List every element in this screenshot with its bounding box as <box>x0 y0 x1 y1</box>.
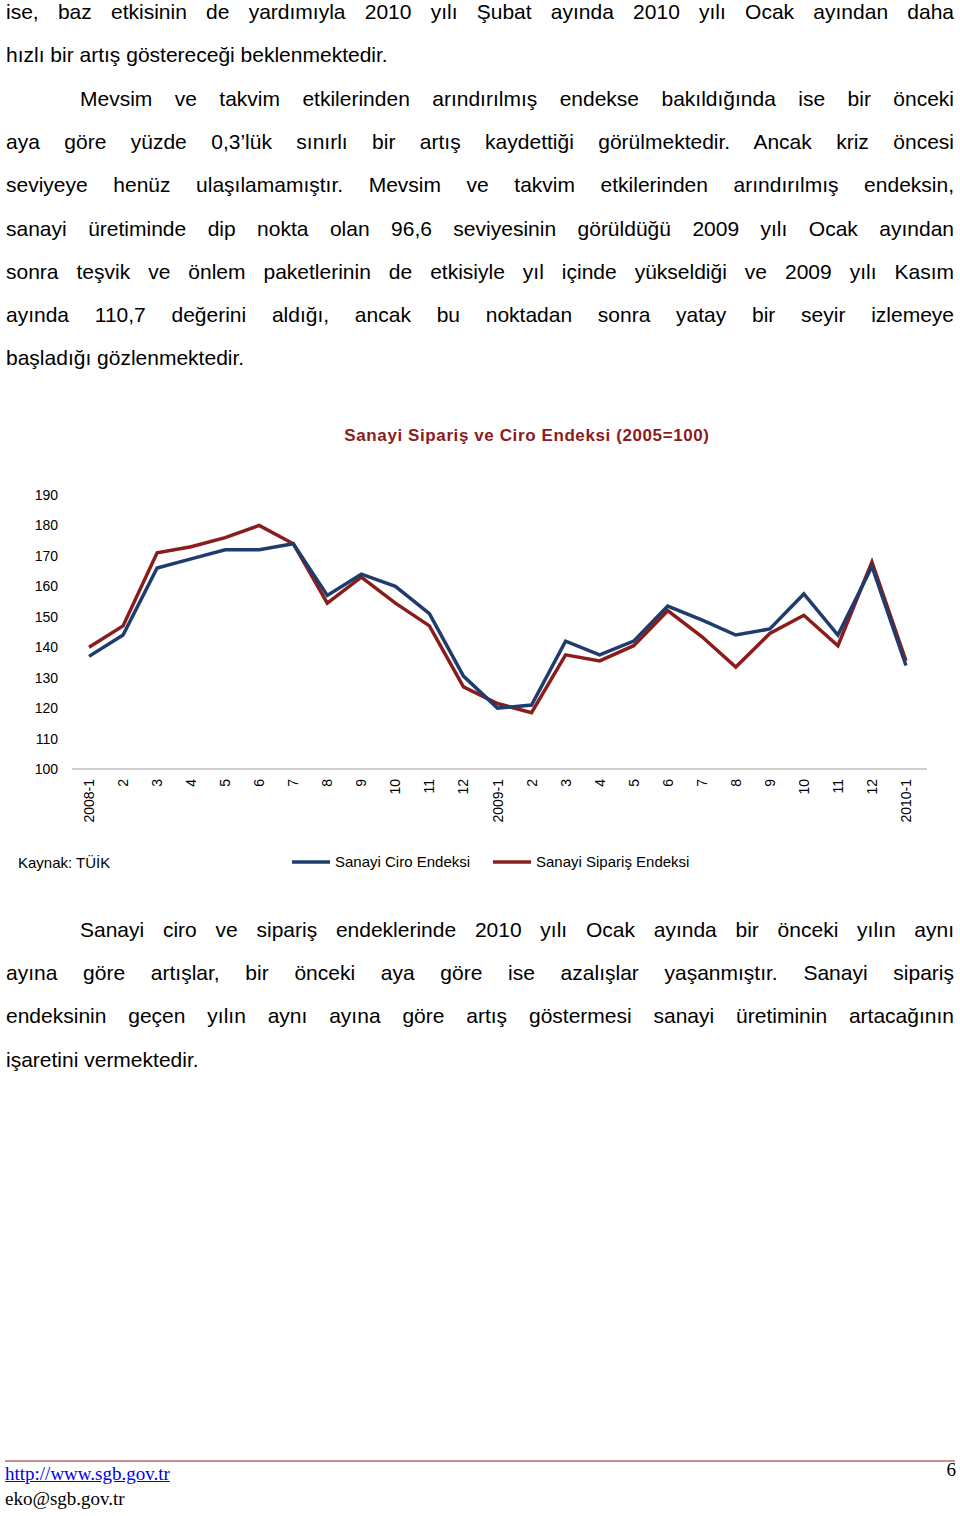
y-tick <box>69 495 72 496</box>
x-tick-label: 3 <box>149 779 165 787</box>
plot-area <box>89 525 906 712</box>
y-tick-label: 170 <box>35 548 59 564</box>
source-note: Kaynak: TÜİK <box>18 854 110 871</box>
text-line: sanayi üretiminde dip nokta olan 96,6 se… <box>6 216 954 242</box>
text-line: Mevsim ve takvim etkilerinden arındırılm… <box>80 86 954 112</box>
y-tick <box>69 677 72 678</box>
y-tick <box>69 525 72 526</box>
text-line: endeksinin geçen yılın aynı ayına göre a… <box>6 1003 954 1029</box>
y-tick-label: 110 <box>36 731 59 747</box>
y-tick <box>69 738 72 739</box>
x-tick-label: 2010-1 <box>898 779 914 823</box>
x-tick-label: 12 <box>864 779 880 795</box>
y-tick <box>69 586 72 587</box>
footer-link: eko@sgb.gov.tr <box>5 1488 125 1510</box>
footer-link[interactable]: http://www.sgb.gov.tr <box>5 1463 170 1485</box>
x-tick-label: 8 <box>728 779 744 787</box>
legend-swatch <box>292 860 330 864</box>
x-tick-label: 4 <box>183 779 199 787</box>
text-line: işaretini vermektedir. <box>6 1047 954 1073</box>
series-line <box>89 544 906 708</box>
legend-label: Sanayi Ciro Endeksi <box>335 853 470 870</box>
x-tick-label: 9 <box>353 779 369 787</box>
text-line: ayında 110,7 değerini aldığı, ancak bu n… <box>6 302 954 328</box>
footer-rule <box>5 1461 955 1462</box>
x-tick-label: 6 <box>660 779 676 787</box>
y-tick-label: 120 <box>35 700 59 716</box>
text-line: ise, baz etkisinin de yardımıyla 2010 yı… <box>6 0 954 25</box>
x-tick-label: 11 <box>830 779 846 794</box>
y-tick-label: 190 <box>35 487 59 503</box>
text-line: başladığı gözlenmektedir. <box>6 345 954 371</box>
x-tick-label: 7 <box>285 779 301 787</box>
x-tick-label: 2 <box>115 779 131 787</box>
text-line: hızlı bir artış göstereceği beklenmekted… <box>6 42 954 68</box>
legend-label: Sanayi Sipariş Endeksi <box>536 853 689 870</box>
y-tick-label: 180 <box>35 517 59 533</box>
x-tick-label: 6 <box>251 779 267 787</box>
y-tick <box>69 647 72 648</box>
y-tick-label: 140 <box>35 639 59 655</box>
x-tick-label: 9 <box>762 779 778 787</box>
x-tick-label: 3 <box>558 779 574 787</box>
text-line: sonra teşvik ve önlem paketlerinin de et… <box>6 259 954 285</box>
x-tick-label: 7 <box>694 779 710 787</box>
y-tick-label: 150 <box>35 609 59 625</box>
x-tick-label: 5 <box>217 779 233 787</box>
text-line: Sanayi ciro ve sipariş endeklerinde 2010… <box>80 917 954 943</box>
x-tick-label: 2 <box>524 779 540 787</box>
y-tick-label: 100 <box>35 761 59 777</box>
y-tick <box>69 708 72 709</box>
series-line <box>89 525 906 712</box>
x-tick-label: 8 <box>319 779 335 787</box>
y-tick-label: 130 <box>35 670 59 686</box>
chart-title: Sanayi Sipariş ve Ciro Endeksi (2005=100… <box>344 426 709 445</box>
x-tick-label: 5 <box>626 779 642 787</box>
x-tick-label: 10 <box>796 779 812 795</box>
y-tick <box>69 769 72 770</box>
y-tick <box>69 555 72 556</box>
y-tick <box>69 616 72 617</box>
x-tick-label: 2009-1 <box>490 779 506 823</box>
text-line: ayına göre artışlar, bir önceki aya göre… <box>6 960 954 986</box>
text-line: aya göre yüzde 0,3’lük sınırlı bir artış… <box>6 129 954 155</box>
page-number: 6 <box>947 1459 957 1481</box>
x-tick-label: 4 <box>592 779 608 787</box>
x-axis <box>72 769 927 770</box>
text-line: seviyeye henüz ulaşılamamıştır. Mevsim v… <box>6 172 954 198</box>
x-tick-label: 10 <box>387 779 403 795</box>
y-tick-label: 160 <box>35 578 59 594</box>
x-tick-label: 2008-1 <box>81 779 97 823</box>
x-tick-label: 11 <box>421 779 437 794</box>
x-tick-label: 12 <box>455 779 471 795</box>
chart: Sanayi Sipariş ve Ciro Endeksi (2005=100… <box>0 0 960 1516</box>
legend-swatch <box>493 860 531 864</box>
